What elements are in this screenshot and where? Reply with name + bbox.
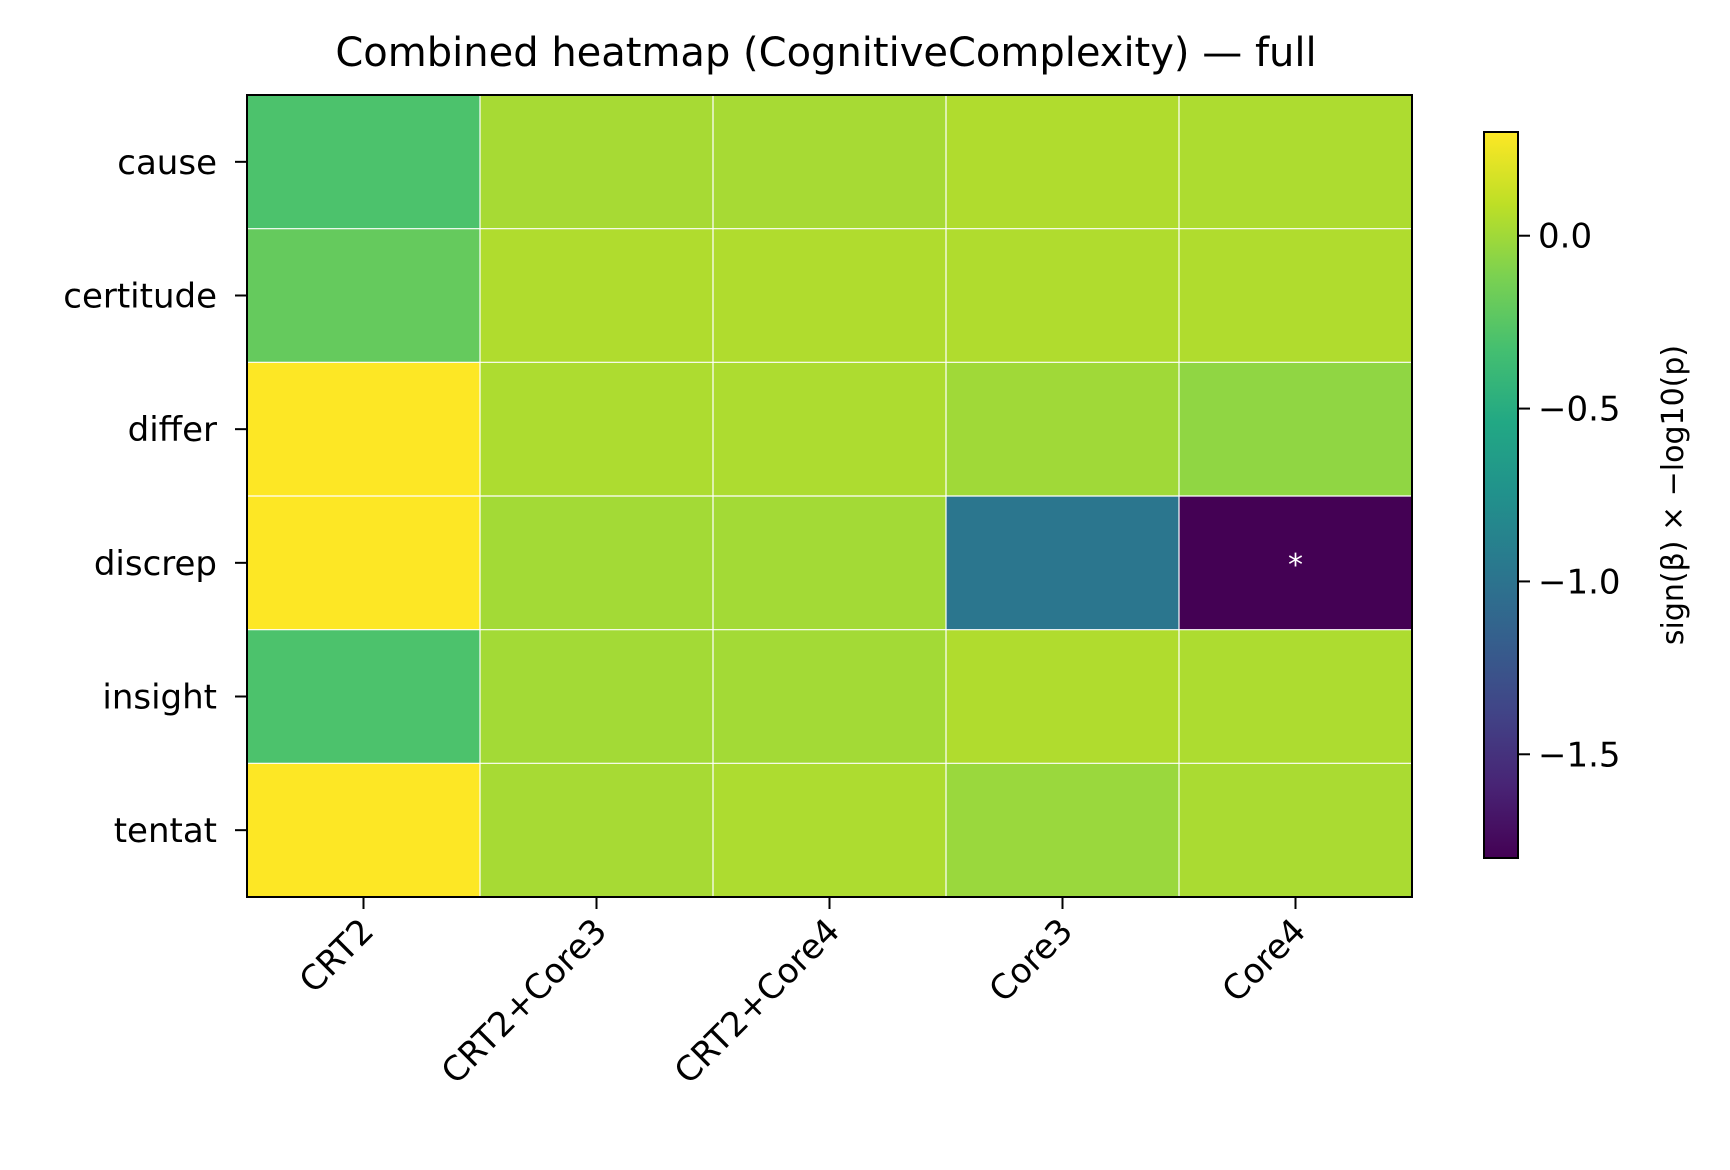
colorbar-tick-label: −0.5 [1538, 390, 1621, 430]
heatmap-cell-insight-Core3 [946, 629, 1180, 764]
heatmap-cell-tentat-CRT2+Core3 [480, 763, 714, 898]
heatmap-cell-insight-CRT2+Core4 [713, 629, 947, 764]
colorbar-gradient [1484, 132, 1518, 858]
heatmap-cell-discrep-Core3 [946, 496, 1180, 631]
significance-marker: * [1288, 548, 1303, 583]
heatmap-cell-tentat-CRT2 [247, 763, 481, 898]
heatmap-cell-cause-CRT2+Core4 [713, 95, 947, 230]
colorbar-tick-label: −1.5 [1538, 735, 1621, 775]
heatmap-cell-certitude-CRT2+Core3 [480, 228, 714, 363]
y-tick-label: tentat [114, 811, 217, 851]
heatmap-cell-discrep-Core4 [1179, 496, 1413, 631]
x-tick-label: CRT2+Core3 [434, 911, 615, 1092]
y-tick-label: certitude [63, 277, 217, 317]
heatmap-cell-cause-CRT2+Core3 [480, 95, 714, 230]
heatmap-cell-cause-CRT2 [247, 95, 481, 230]
y-tick-label: insight [102, 678, 217, 718]
y-tick-label: cause [117, 143, 217, 183]
heatmap-cell-differ-Core4 [1179, 362, 1413, 497]
y-tick-label: differ [128, 410, 217, 450]
heatmap-cell-certitude-CRT2+Core4 [713, 228, 947, 363]
colorbar-tick-label: 0.0 [1538, 217, 1592, 257]
colorbar-ticks: 0.0 −0.5 −1.0 −1.5 [1518, 217, 1621, 775]
heatmap-cell-differ-CRT2+Core4 [713, 362, 947, 497]
x-tick-label: Core4 [1215, 911, 1314, 1010]
heatmap-cell-discrep-CRT2+Core3 [480, 496, 714, 631]
colorbar-label: sign(β) × −log10(p) [1656, 345, 1691, 645]
x-tick-label: CRT2 [292, 911, 382, 1001]
chart-title: Combined heatmap (CognitiveComplexity) —… [335, 30, 1316, 76]
heatmap-cell-tentat-CRT2+Core4 [713, 763, 947, 898]
heatmap-cell-differ-CRT2 [247, 362, 481, 497]
x-tick-label: CRT2+Core4 [667, 911, 848, 1092]
heatmap-cell-insight-CRT2+Core3 [480, 629, 714, 764]
colorbar: 0.0 −0.5 −1.0 −1.5 sign(β) × −log10(p) [1483, 131, 1691, 859]
heatmap-cell-differ-CRT2+Core3 [480, 362, 714, 497]
x-axis: CRT2 CRT2+Core3 CRT2+Core4 Core3 Core4 [292, 897, 1314, 1092]
y-axis: cause certitude differ discrep insight tentat [63, 143, 247, 851]
heatmap-cells: * [247, 95, 1413, 898]
colorbar-frame [1483, 131, 1519, 859]
heatmap-cell-certitude-Core4 [1179, 228, 1413, 363]
heatmap-cell-tentat-Core3 [946, 763, 1180, 898]
heatmap-cell-cause-Core3 [946, 95, 1180, 230]
colorbar-tick-label: −1.0 [1538, 562, 1621, 602]
heatmap-cell-certitude-Core3 [946, 228, 1180, 363]
heatmap-cell-discrep-CRT2+Core4 [713, 496, 947, 631]
heatmap-cell-insight-CRT2 [247, 629, 481, 764]
heatmap-cell-discrep-CRT2 [247, 496, 481, 631]
heatmap-cell-differ-Core3 [946, 362, 1180, 497]
heatmap-cell-certitude-CRT2 [247, 228, 481, 363]
y-tick-label: discrep [94, 544, 217, 584]
cell-gridlines [247, 95, 1412, 897]
heatmap-cell-insight-Core4 [1179, 629, 1413, 764]
heatmap-cell-cause-Core4 [1179, 95, 1413, 230]
heatmap-cell-tentat-Core4 [1179, 763, 1413, 898]
x-tick-label: Core3 [982, 911, 1081, 1010]
